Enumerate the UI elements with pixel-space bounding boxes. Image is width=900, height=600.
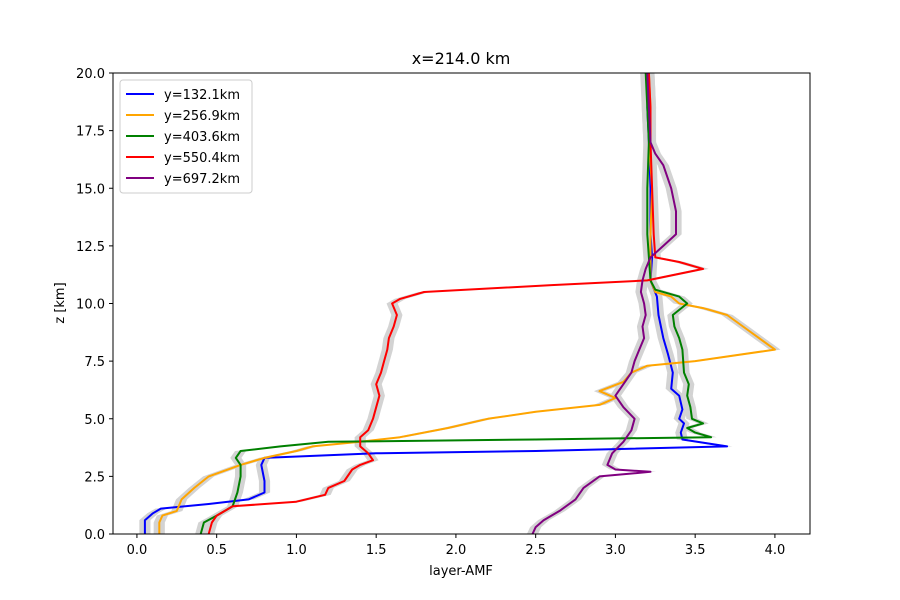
legend-entry: y=550.4km bbox=[164, 151, 240, 166]
legend: y=132.1km y=256.9km y=403.6km y=550.4km y=69… bbox=[119, 79, 253, 194]
y-tick-label: 7.5 bbox=[84, 355, 105, 370]
x-tick-label: 3.5 bbox=[685, 543, 706, 558]
y-axis-label: z [km] bbox=[53, 282, 68, 323]
y-tick-label: 17.5 bbox=[76, 125, 105, 140]
series-line-3 bbox=[199, 73, 713, 534]
series-line-5 bbox=[531, 73, 677, 534]
y-tick-label: 5.0 bbox=[84, 413, 105, 428]
x-tick-label: 1.0 bbox=[286, 543, 307, 558]
legend-box bbox=[119, 79, 253, 194]
y-tick-label: 15.0 bbox=[76, 182, 105, 197]
x-tick-label: 4.0 bbox=[765, 543, 786, 558]
y-tick-label: 12.5 bbox=[76, 240, 105, 255]
x-axis-label: layer-AMF bbox=[429, 564, 493, 579]
plot-area bbox=[139, 73, 781, 534]
legend-entry: y=697.2km bbox=[164, 172, 240, 187]
y-tick-label: 10.0 bbox=[76, 298, 105, 313]
y-tick-label: 20.0 bbox=[76, 67, 105, 82]
series-line-4 bbox=[207, 73, 705, 534]
x-tick-label: 0.0 bbox=[127, 543, 148, 558]
x-tick-label: 3.0 bbox=[605, 543, 626, 558]
x-tick-label: 2.0 bbox=[446, 543, 467, 558]
x-tick-label: 2.5 bbox=[525, 543, 546, 558]
x-tick-label: 0.5 bbox=[206, 543, 227, 558]
legend-entry: y=403.6km bbox=[164, 130, 240, 145]
y-tick-label: 0.0 bbox=[84, 528, 105, 543]
legend-entry: y=132.1km bbox=[164, 88, 240, 103]
series-line-2 bbox=[158, 73, 776, 534]
y-axis-ticks: 0.0 2.5 5.0 7.5 10.0 12.5 15.0 17.5 20.0 bbox=[76, 67, 113, 543]
legend-entry: y=256.9km bbox=[164, 109, 240, 124]
x-axis-ticks: 0.0 0.5 1.0 1.5 2.0 2.5 3.0 3.5 4.0 bbox=[127, 534, 786, 558]
series-lines bbox=[143, 73, 776, 534]
y-tick-label: 2.5 bbox=[84, 470, 105, 485]
chart-title: x=214.0 km bbox=[412, 49, 511, 68]
series-line-1 bbox=[143, 73, 729, 534]
x-tick-label: 1.5 bbox=[366, 543, 387, 558]
